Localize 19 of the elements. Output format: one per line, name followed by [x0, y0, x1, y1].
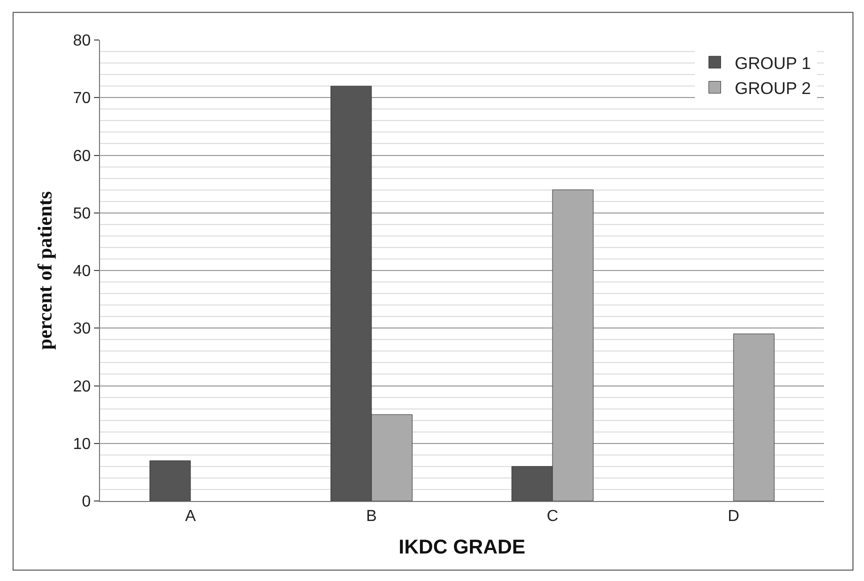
bar: [733, 334, 774, 501]
y-tick-label: 10: [73, 436, 91, 453]
y-tick-label: 70: [73, 90, 91, 108]
y-tick-label: 40: [73, 263, 91, 280]
legend-label: GROUP 1: [734, 54, 811, 73]
y-tick-label: 30: [73, 320, 91, 338]
bar: [150, 460, 191, 501]
y-tick-label: 0: [82, 494, 91, 511]
y-tick-label: 20: [73, 378, 91, 396]
x-tick-label: C: [546, 508, 558, 526]
x-axis-title: IKDC GRADE: [398, 536, 526, 559]
y-tick-label: 50: [73, 205, 91, 222]
x-tick-label: D: [728, 508, 740, 526]
x-tick-label: A: [185, 508, 196, 526]
y-tick-label: 60: [73, 148, 91, 165]
y-tick-label: 80: [73, 32, 91, 50]
y-axis-title: percent of patients: [34, 191, 57, 350]
legend-label: GROUP 2: [734, 78, 811, 98]
x-tick-label: B: [366, 508, 377, 526]
